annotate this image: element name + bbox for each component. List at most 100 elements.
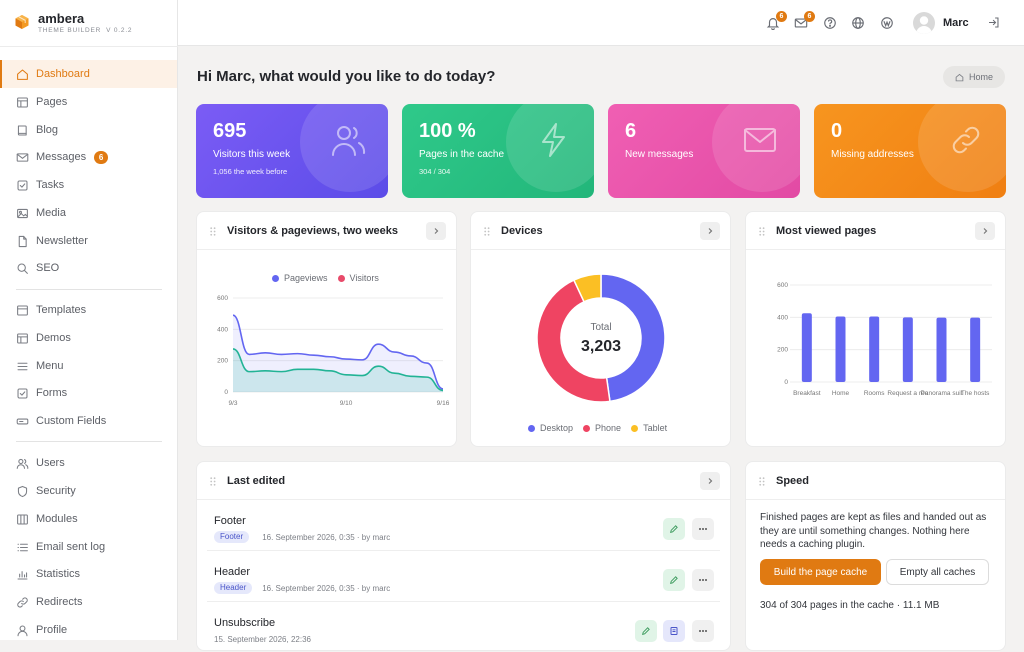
visitors-area-chart: 0 200 400 600 9/3 9/10 9/16 (217, 295, 450, 407)
cache-stat-card[interactable]: 100 % Pages in the cache 304 / 304 (402, 104, 594, 198)
messages-button[interactable]: 6 (794, 11, 815, 30)
item-title[interactable]: Footer (214, 515, 246, 527)
sidebar-item-custom-fields[interactable]: Custom Fields (0, 407, 177, 435)
list-item[interactable]: Unsubscribe 15. September 2026, 22:36 (197, 602, 730, 652)
sidebar-item-modules[interactable]: Modules (0, 505, 177, 533)
legend-item[interactable]: Pageviews (272, 273, 328, 283)
more-button[interactable] (692, 620, 714, 642)
template-icon (17, 305, 28, 315)
list-item[interactable]: Header Header 16. September 2026, 0:35 · b… (197, 551, 730, 602)
sidebar-item-blog[interactable]: Blog (0, 116, 177, 144)
legend-item[interactable]: Phone (583, 423, 621, 433)
sidebar-item-label: SEO (36, 262, 60, 274)
messages-stat-card[interactable]: 6 New messages (608, 104, 800, 198)
search-icon (17, 263, 28, 274)
chevron-right-icon (434, 228, 439, 234)
devices-donut-chart (536, 273, 666, 403)
card-open-button[interactable] (700, 472, 720, 490)
bar[interactable] (970, 317, 981, 382)
decorative-circle (918, 104, 1006, 192)
bar[interactable] (801, 313, 812, 382)
drag-handle-icon[interactable] (759, 477, 765, 486)
card-title: Devices (501, 225, 543, 237)
sidebar-item-badge: 6 (94, 150, 109, 164)
sidebar-item-messages[interactable]: Messages 6 (0, 143, 177, 171)
image-icon (17, 208, 28, 218)
breadcrumb[interactable]: Home (943, 66, 1005, 88)
logo[interactable]: ambera THEME BUILDER V 0.2.2 (14, 10, 174, 42)
sidebar-item-pages[interactable]: Pages (0, 88, 177, 116)
slice-phone[interactable] (536, 279, 611, 403)
app-subtitle: THEME BUILDER V 0.2.2 (38, 27, 132, 34)
decorative-circle (300, 104, 388, 192)
sidebar-item-profile[interactable]: Profile (0, 616, 177, 644)
bar[interactable] (869, 316, 880, 382)
drag-handle-icon[interactable] (210, 227, 216, 236)
bar[interactable] (835, 316, 846, 382)
item-title[interactable]: Header (214, 566, 251, 578)
sidebar-item-email-sent-log[interactable]: Email sent log (0, 533, 177, 561)
sidebar-item-label: Dashboard (36, 68, 90, 80)
sidebar-item-label: Redirects (36, 596, 83, 608)
list-item[interactable]: Footer Footer 16. September 2026, 0:35 · b… (197, 500, 730, 551)
avatar[interactable] (913, 12, 935, 34)
stat-label: Missing addresses (831, 149, 914, 160)
bar[interactable] (936, 317, 947, 382)
help-button[interactable] (823, 16, 837, 30)
sidebar-item-newsletter[interactable]: Newsletter (0, 227, 177, 255)
sidebar-item-media[interactable]: Media (0, 199, 177, 227)
card-open-button[interactable] (700, 222, 720, 240)
website-button[interactable] (851, 16, 865, 30)
pencil-icon (670, 576, 678, 584)
series-line-visitors[interactable] (232, 348, 444, 392)
sidebar-item-forms[interactable]: Forms (0, 379, 177, 407)
build-cache-button[interactable]: Build the page cache (760, 559, 881, 585)
sidebar-item-templates[interactable]: Templates (0, 296, 177, 324)
slice-tablet[interactable] (572, 273, 602, 303)
series-line-pageviews[interactable] (232, 314, 444, 390)
empty-caches-button[interactable]: Empty all caches (886, 559, 989, 585)
lightning-icon (542, 123, 565, 157)
sidebar-item-security[interactable]: Security (0, 477, 177, 505)
legend-label: Tablet (643, 423, 668, 433)
sidebar-item-seo[interactable]: SEO (0, 254, 177, 282)
stat-label: Visitors this week (213, 149, 291, 160)
bar[interactable] (902, 317, 913, 382)
item-title[interactable]: Unsubscribe (214, 617, 276, 629)
item-meta: 16. September 2026, 0:35 · by marc (262, 584, 391, 593)
sidebar-item-tasks[interactable]: Tasks (0, 171, 177, 199)
card-open-button[interactable] (426, 222, 446, 240)
edit-button[interactable] (663, 569, 685, 591)
visitors-stat-card[interactable]: 695 Visitors this week 1,056 the week befo… (196, 104, 388, 198)
edit-button[interactable] (663, 518, 685, 540)
link-icon (952, 126, 980, 154)
wordpress-button[interactable] (880, 16, 894, 30)
slice-desktop[interactable] (600, 273, 666, 403)
stat-value: 0 (831, 120, 843, 142)
more-button[interactable] (692, 569, 714, 591)
sidebar-item-statistics[interactable]: Statistics (0, 560, 177, 588)
edit-button[interactable] (635, 620, 657, 642)
drag-handle-icon[interactable] (484, 227, 490, 236)
legend-item[interactable]: Visitors (337, 273, 379, 283)
view-button[interactable] (663, 620, 685, 642)
speed-description: Finished pages are kept as files and han… (760, 512, 987, 550)
sidebar-item-redirects[interactable]: Redirects (0, 588, 177, 616)
user-name[interactable]: Marc (943, 17, 969, 29)
sidebar-item-label: Tasks (36, 179, 65, 191)
missing-addresses-stat-card[interactable]: 0 Missing addresses (814, 104, 1006, 198)
sidebar-item-dashboard[interactable]: Dashboard (0, 60, 177, 88)
sidebar-item-users[interactable]: Users (0, 449, 177, 477)
drag-handle-icon[interactable] (210, 477, 216, 486)
notifications-button[interactable]: 6 (766, 11, 787, 30)
drag-handle-icon[interactable] (759, 227, 765, 236)
stat-sub: 1,056 the week before (213, 167, 288, 176)
legend-item[interactable]: Desktop (528, 423, 573, 433)
legend-item[interactable]: Tablet (631, 423, 667, 433)
logout-button[interactable] (987, 16, 1001, 30)
layout-icon (17, 97, 28, 107)
card-open-button[interactable] (975, 222, 995, 240)
sidebar-item-menu[interactable]: Menu (0, 352, 177, 380)
more-button[interactable] (692, 518, 714, 540)
sidebar-item-demos[interactable]: Demos (0, 324, 177, 352)
